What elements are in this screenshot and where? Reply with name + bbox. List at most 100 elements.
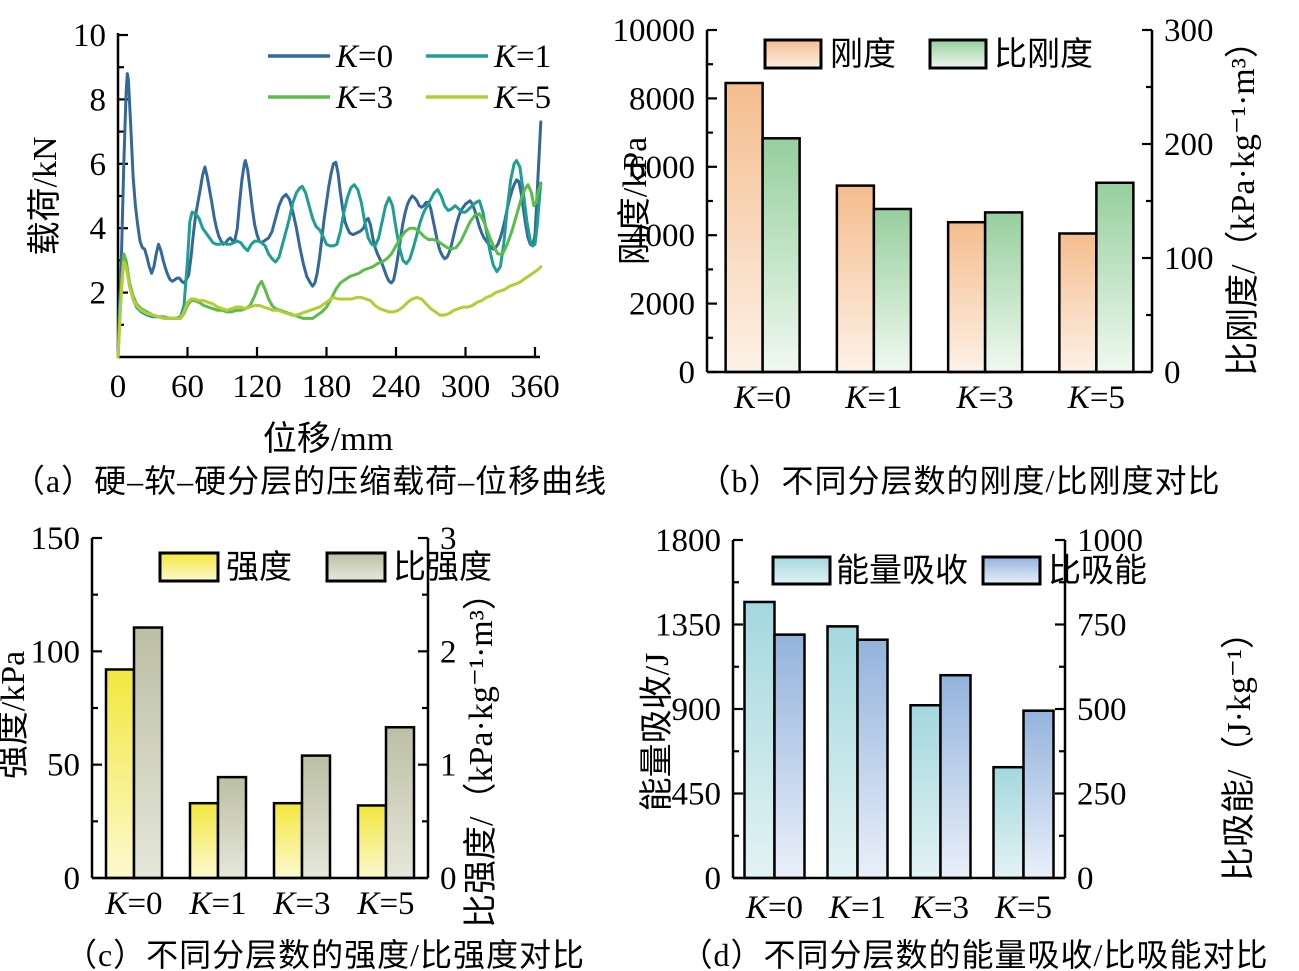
legend-label-0: 能量吸收: [836, 553, 968, 590]
bar-c-s1-K=5: [384, 726, 416, 880]
x-axis-title: 位移/mm: [263, 420, 393, 458]
x-tick-label: 300: [441, 369, 491, 405]
line-series-3: [116, 260, 543, 359]
category-label: K=5: [994, 890, 1052, 926]
right-tick-label: 250: [1077, 777, 1127, 813]
left-tick-label: 900: [672, 692, 722, 728]
x-tick-label: 120: [232, 369, 282, 405]
x-tick-label: 60: [171, 369, 204, 405]
x-tick-label: 360: [510, 369, 560, 405]
y-tick-label: 8: [90, 82, 107, 118]
x-tick-label: 240: [371, 369, 421, 405]
category-label: K=5: [1067, 380, 1125, 416]
category-label: K=3: [272, 886, 330, 922]
panel-d-bar-chart: 0 450 900 1350 1800 0 250 500 750 1000 K=0 K=1 K=3 K=…: [638, 523, 1258, 926]
bar-d-s1-K=0: [773, 633, 806, 880]
panel-d-axes: 0 450 900 1350 1800 0 250 500 750 1000 K=0 K=1 K=3 K=…: [655, 523, 1143, 926]
category-label: K=5: [356, 886, 414, 922]
y-tick-label: 2: [90, 276, 107, 312]
legend-label-0: K=0: [335, 39, 393, 75]
panel-a-series: [116, 72, 543, 359]
right-tick-label: 0: [440, 861, 457, 897]
left-axis-title: 强度/kPa: [0, 651, 32, 779]
bar-b-s0-K=5: [1058, 232, 1098, 374]
y-axis-title: 载荷/kN: [26, 137, 64, 256]
left-tick-label: 0: [679, 355, 696, 391]
left-axis-title: 能量吸收/J: [638, 653, 676, 812]
x-tick-label: 0: [110, 369, 127, 405]
right-axis-title: 比强度/（kPa·kg⁻¹·m³）: [462, 576, 500, 928]
right-tick-label: 0: [1164, 355, 1181, 391]
left-tick-label: 50: [47, 748, 80, 784]
bar-b-s1-K=5: [1095, 181, 1135, 374]
right-tick-label: 100: [1164, 241, 1214, 277]
legend-label-1: 比强度: [393, 549, 492, 586]
bar-c-s1-K=1: [216, 775, 248, 880]
right-tick-label: 1000: [1077, 523, 1143, 559]
legend-label-0: 刚度: [830, 36, 896, 73]
caption-panel-b: （b）不同分层数的刚度/比刚度对比: [698, 463, 1221, 499]
left-tick-label: 0: [705, 861, 722, 897]
bar-d-s1-K=1: [856, 638, 889, 880]
panel-a-axes: 2 4 6 8 10 0 60 120 180 240 300 360: [73, 18, 560, 405]
panel-b-bars: [724, 81, 1135, 374]
legend-swatch-1: [928, 38, 988, 70]
panel-b-axes: 0 2000 4000 6000 8000 10000 0 100 200 300 K=0 K=1 K=…: [613, 13, 1214, 416]
legend-label-0: 强度: [226, 549, 292, 586]
legend-label-2: K=3: [335, 80, 393, 116]
bar-b-s0-K=1: [835, 184, 876, 374]
bar-c-s1-K=0: [132, 626, 164, 880]
panel-c-bars: [104, 626, 416, 880]
left-tick-label: 6000: [629, 150, 695, 186]
right-tick-label: 2: [440, 634, 457, 670]
left-tick-label: 2000: [629, 287, 695, 323]
bar-c-s0-K=3: [272, 801, 304, 880]
left-tick-label: 4000: [629, 218, 695, 254]
left-tick-label: 8000: [629, 81, 695, 117]
panel-c-axes: 0 50 100 150 0 1 2 3 K=0 K=1 K=3 K=5: [31, 521, 457, 922]
panel-c-legend: 强度 比强度: [158, 549, 492, 586]
bar-b-s0-K=0: [724, 81, 764, 374]
legend-swatch-0: [763, 38, 823, 70]
bar-c-s1-K=3: [300, 754, 332, 880]
left-tick-label: 450: [672, 777, 722, 813]
bar-d-s0-K=1: [826, 625, 859, 880]
legend-swatch-1: [981, 555, 1042, 586]
panel-b-bar-chart: 0 2000 4000 6000 8000 10000 0 100 200 300 K=0 K=1 K=…: [613, 13, 1263, 416]
legend-swatch-0: [771, 555, 832, 586]
legend-label-1: 比刚度: [994, 36, 1093, 73]
legend-swatch-1: [325, 551, 387, 583]
left-tick-label: 100: [31, 634, 81, 670]
y-tick-label: 4: [90, 211, 107, 247]
panel-a-line-chart: 2 4 6 8 10 0 60 120 180 240 300 360 载荷/kN 位移/mm K=0 K=1…: [26, 18, 560, 458]
left-axis-title: 刚度/kPa: [616, 137, 654, 265]
line-series-2: [116, 183, 543, 359]
bar-b-s0-K=3: [946, 220, 987, 374]
right-tick-label: 1: [440, 748, 457, 784]
category-label: K=3: [956, 380, 1014, 416]
category-label: K=0: [733, 380, 791, 416]
panel-a-legend: K=0 K=1 K=3 K=5: [268, 39, 551, 116]
caption-panel-a: （a）硬–软–硬分层的压缩载荷–位移曲线: [12, 463, 608, 499]
right-tick-label: 200: [1164, 127, 1214, 163]
left-tick-label: 150: [31, 521, 81, 557]
bar-b-s1-K=3: [983, 211, 1024, 374]
bar-d-s0-K=3: [909, 703, 942, 880]
panel-b-legend: 刚度 比刚度: [763, 36, 1093, 73]
right-tick-label: 0: [1077, 861, 1094, 897]
right-axis-title: 比刚度/（kPa·kg⁻¹·m³）: [1224, 24, 1262, 376]
left-tick-label: 0: [64, 861, 81, 897]
left-tick-label: 1350: [655, 608, 721, 644]
category-label: K=1: [828, 890, 886, 926]
bar-c-s0-K=5: [356, 804, 388, 880]
bar-b-s1-K=1: [872, 207, 913, 374]
category-label: K=0: [745, 890, 803, 926]
bar-d-s1-K=5: [1022, 709, 1055, 880]
line-series-1: [116, 159, 543, 359]
legend-label-3: K=5: [493, 80, 551, 116]
right-tick-label: 3: [440, 521, 457, 557]
caption-panel-d: （d）不同分层数的能量吸收/比吸能对比: [680, 937, 1269, 971]
category-label: K=1: [188, 886, 246, 922]
category-label: K=3: [911, 890, 969, 926]
